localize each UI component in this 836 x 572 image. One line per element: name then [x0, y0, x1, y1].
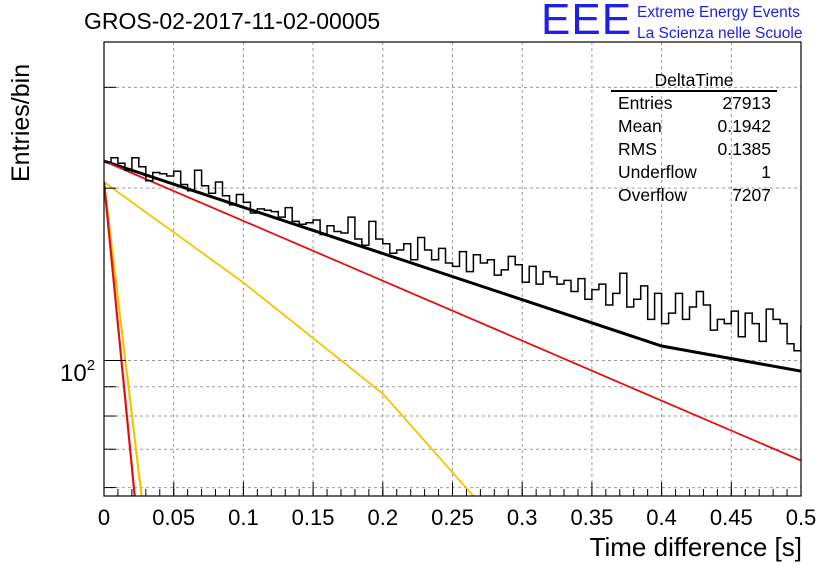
fit-curves: [104, 159, 801, 496]
stats-row-overflow: Overflow 7207: [611, 184, 777, 207]
y-tick-label-100: 102: [60, 357, 95, 387]
logo-line-2: La Scienza nelle Scuole: [637, 25, 803, 42]
total-fit-line: [104, 159, 801, 373]
y-axis-label: Entries/bin: [7, 63, 35, 182]
chart-title: GROS-02-2017-11-02-00005: [84, 8, 381, 34]
stats-label: Overflow: [618, 185, 688, 205]
x-tick-label: 0.15: [292, 505, 335, 530]
y-tick-exponent: 2: [87, 357, 95, 374]
x-tick-label: 0.45: [710, 505, 753, 530]
stats-row-mean: Mean 0.1942: [611, 115, 777, 138]
grid: [104, 42, 801, 496]
stats-label: Mean: [618, 116, 662, 136]
x-tick-label: 0.1: [228, 505, 259, 530]
x-tick-label: 0: [98, 505, 110, 530]
stats-label: Entries: [618, 93, 673, 113]
stats-value: 0.1385: [717, 139, 771, 159]
histogram-bins: [104, 157, 801, 352]
fast-component-line-yellow: [104, 181, 143, 496]
x-tick-label: 0.2: [368, 505, 399, 530]
x-tick-label: 0.35: [570, 505, 613, 530]
x-tick-label: 0.05: [152, 505, 195, 530]
eee-logo: EEE: [541, 0, 633, 44]
stats-value: 7207: [732, 185, 771, 205]
stats-box-title: DeltaTime: [611, 70, 777, 92]
x-tick-label: 0.3: [507, 505, 538, 530]
stats-box: DeltaTime Entries 27913 Mean 0.1942 RMS 0.1…: [611, 70, 777, 207]
x-tick-label: 0.4: [646, 505, 677, 530]
stats-row-entries: Entries 27913: [611, 92, 777, 115]
x-tick-label: 0.25: [431, 505, 474, 530]
stats-row-rms: RMS 0.1385: [611, 138, 777, 161]
x-axis-label: Time difference [s]: [589, 532, 802, 562]
logo-line-1: Extreme Energy Events: [637, 4, 800, 21]
stats-value: 0.1942: [717, 116, 771, 136]
stats-row-underflow: Underflow 1: [611, 161, 777, 184]
medium-component-line: [104, 181, 475, 496]
x-tick-label: 0.5: [786, 505, 817, 530]
axis-ticks: [103, 86, 802, 496]
logo-text: Extreme Energy Events La Scienza nelle S…: [637, 2, 802, 44]
stats-value: 27913: [722, 93, 771, 113]
fast-component-line-red: [104, 181, 136, 496]
stats-label: RMS: [618, 139, 657, 159]
stats-label: Underflow: [618, 162, 697, 182]
x-tick-labels: 0 0.05 0.1 0.15 0.2 0.25 0.3 0.35 0.4 0.45 0.5: [98, 505, 816, 530]
histogram: [104, 157, 801, 352]
slow-component-line: [104, 160, 801, 462]
stats-value: 1: [761, 162, 771, 182]
y-tick-base: 10: [60, 360, 87, 387]
